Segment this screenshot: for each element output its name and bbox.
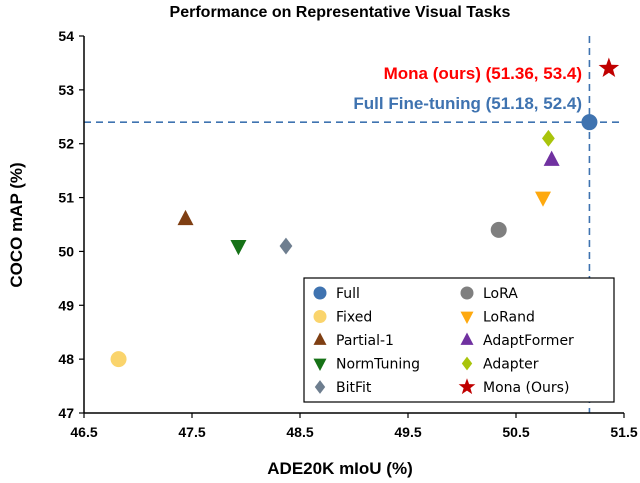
legend-label-lorand: LoRand bbox=[483, 310, 535, 326]
y-tick-label: 51 bbox=[58, 190, 74, 206]
point-lorand bbox=[535, 191, 551, 207]
legend-label-adapter: Adapter bbox=[483, 357, 539, 373]
tick-labels: 46.5 47.5 48.5 49.5 50.5 51.5 47 48 49 50 51 52 53 54 bbox=[58, 28, 637, 440]
legend-marker-fixed bbox=[313, 310, 327, 323]
y-tick-label: 47 bbox=[58, 405, 74, 421]
legend-label-mona-ours: Mona (Ours) bbox=[483, 380, 569, 396]
legend-marker-lorand bbox=[460, 311, 474, 324]
point-full bbox=[581, 114, 598, 131]
x-tick-label: 48.5 bbox=[286, 424, 313, 440]
legend-label-normtuning: NormTuning bbox=[336, 357, 420, 373]
point-partial-1 bbox=[177, 209, 194, 226]
legend-marker-partial-1 bbox=[313, 332, 327, 345]
point-bitfit bbox=[279, 237, 293, 255]
x-tick-label: 46.5 bbox=[70, 424, 97, 440]
legend-marker-lora bbox=[460, 286, 474, 300]
x-tick-label: 51.5 bbox=[610, 424, 637, 440]
x-tick-label: 47.5 bbox=[178, 424, 205, 440]
legend-box bbox=[303, 277, 615, 403]
point-normtuning bbox=[230, 240, 247, 256]
annotation-full: Full Fine-tuning (51.18, 52.4) bbox=[353, 94, 582, 113]
legend-label-adaptformer: AdaptFormer bbox=[483, 333, 574, 349]
point-adapter bbox=[542, 129, 555, 147]
legend-label-fixed: Fixed bbox=[336, 310, 372, 326]
x-axis-label: ADE20K mIoU (%) bbox=[267, 459, 412, 478]
legend-marker-mona-ours bbox=[458, 378, 476, 395]
legend: Full Fixed Partial-1 NormTuning BitFit LoRA Lo… bbox=[303, 277, 615, 403]
y-tick-label: 50 bbox=[58, 243, 74, 259]
point-mona-ours bbox=[598, 57, 620, 78]
legend-label-lora: LoRA bbox=[483, 286, 518, 302]
annotation-mona: Mona (ours) (51.36, 53.4) bbox=[384, 64, 582, 83]
point-lora bbox=[490, 221, 507, 238]
y-tick-label: 48 bbox=[58, 351, 74, 367]
legend-label-full: Full bbox=[336, 286, 360, 302]
legend-marker-bitfit bbox=[314, 380, 326, 394]
legend-label-bitfit: BitFit bbox=[336, 380, 372, 396]
legend-marker-full bbox=[313, 286, 327, 300]
annotations: Mona (ours) (51.36, 53.4) Full Fine-tunin… bbox=[353, 64, 582, 113]
data-points bbox=[110, 57, 620, 368]
y-tick-label: 53 bbox=[58, 82, 74, 98]
axes bbox=[83, 36, 624, 414]
point-fixed bbox=[110, 351, 127, 368]
x-tick-label: 49.5 bbox=[394, 424, 421, 440]
legend-marker-adapter bbox=[461, 356, 473, 371]
legend-marker-adaptformer bbox=[460, 332, 474, 345]
x-tick-label: 50.5 bbox=[502, 424, 529, 440]
point-adaptformer bbox=[543, 150, 560, 166]
y-tick-label: 52 bbox=[58, 136, 74, 152]
y-axis-label: COCO mAP (%) bbox=[7, 162, 26, 287]
y-tick-label: 49 bbox=[58, 297, 74, 313]
chart-title: Performance on Representative Visual Tas… bbox=[170, 4, 511, 21]
legend-marker-normtuning bbox=[313, 358, 327, 371]
legend-label-partial-1: Partial-1 bbox=[336, 333, 394, 349]
y-tick-label: 54 bbox=[58, 28, 74, 44]
